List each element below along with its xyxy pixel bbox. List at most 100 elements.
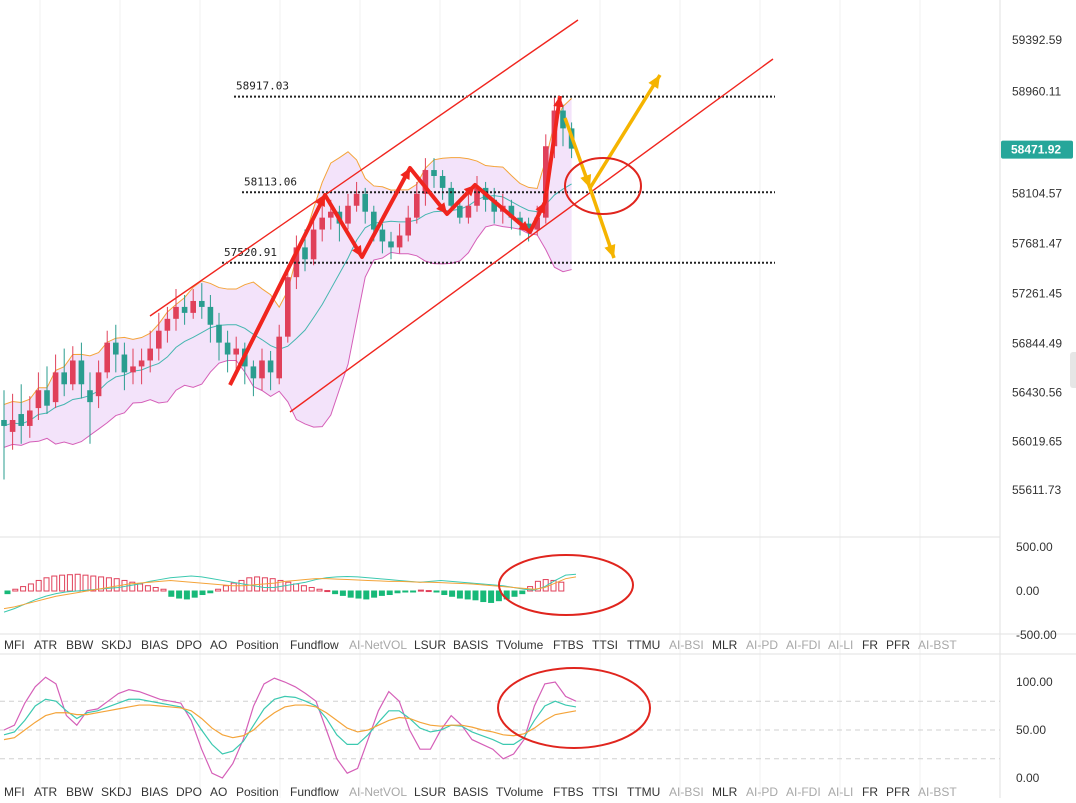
candle-body: [491, 199, 497, 212]
indicator-tab-pfr[interactable]: PFR: [886, 785, 910, 799]
histogram-bar: [293, 583, 300, 592]
histogram-bar: [51, 575, 58, 592]
forecast-arrow-head: [648, 75, 660, 89]
histogram-bar: [425, 590, 432, 593]
indicator-tab-ai-pd[interactable]: AI-PD: [746, 785, 778, 799]
candle-body: [276, 336, 282, 379]
candle-body: [156, 330, 162, 349]
indicator-tab-ai-netvol[interactable]: AI-NetVOL: [349, 785, 407, 799]
oscillator-1-y-axis: 500.00 0.00 -500.00: [1016, 540, 1057, 642]
indicator-tab-ao[interactable]: AO: [210, 785, 227, 799]
indicator-tab-mfi[interactable]: MFI: [4, 638, 25, 652]
candle-body: [147, 348, 153, 361]
indicator-tab-ttmu[interactable]: TTMU: [627, 785, 660, 799]
indicator-tab-ai-netvol[interactable]: AI-NetVOL: [349, 638, 407, 652]
histogram-bar: [316, 588, 323, 592]
histogram-bar: [137, 583, 144, 592]
indicator-tab-ai-li[interactable]: AI-LI: [828, 638, 853, 652]
indicator-tab-ai-bsi[interactable]: AI-BSI: [669, 638, 704, 652]
indicator-tab-ai-bsi[interactable]: AI-BSI: [669, 785, 704, 799]
indicator-tab-tvolume[interactable]: TVolume: [496, 785, 544, 799]
indicator-tab-ai-li[interactable]: AI-LI: [828, 785, 853, 799]
indicator-tab-bbw[interactable]: BBW: [66, 638, 94, 652]
candle-body: [448, 187, 454, 206]
candle-body: [181, 306, 188, 313]
y-tick-label: 100.00: [1016, 675, 1053, 689]
candle-body: [362, 193, 368, 212]
candle-body: [379, 229, 386, 242]
indicator-tab-mlr[interactable]: MLR: [712, 785, 738, 799]
indicator-tab-bias[interactable]: BIAS: [141, 785, 168, 799]
indicator-tab-mlr[interactable]: MLR: [712, 638, 738, 652]
candle-body: [319, 217, 325, 230]
indicator-tab-position[interactable]: Position: [236, 638, 279, 652]
indicator-tab-pfr[interactable]: PFR: [886, 638, 910, 652]
indicator-tab-fundflow[interactable]: Fundflow: [290, 785, 339, 799]
oscillator-2-line: [3, 695, 577, 755]
indicator-tab-bbw[interactable]: BBW: [66, 785, 94, 799]
indicator-tab-position[interactable]: Position: [236, 785, 279, 799]
indicator-tab-skdj[interactable]: SKDJ: [101, 785, 132, 799]
indicator-tab-ttmu[interactable]: TTMU: [627, 638, 660, 652]
indicator-tab-dpo[interactable]: DPO: [176, 785, 202, 799]
main-y-axis: 59392.59 58960.11 58104.57 57681.47 57261.45…: [1012, 33, 1062, 497]
histogram-bar: [269, 578, 276, 592]
candle-body: [164, 318, 171, 331]
indicator-tab-fr[interactable]: FR: [862, 638, 878, 652]
oscillator-panel-2: [0, 667, 1000, 779]
candle-body: [18, 414, 24, 426]
candle-body: [508, 205, 515, 218]
panel-resize-handle[interactable]: [1070, 352, 1076, 388]
price-tag-bg: [1001, 140, 1073, 159]
indicator-tab-ai-bst[interactable]: AI-BST: [918, 638, 957, 652]
histogram-bar: [394, 590, 401, 594]
indicator-tab-lsur[interactable]: LSUR: [414, 785, 446, 799]
main-price-panel: 58917.03 58113.06 57520.91: [1, 19, 775, 480]
histogram-bar: [339, 590, 346, 596]
zigzag-arrow-head: [518, 221, 530, 232]
highlight-circle-osc2: [497, 667, 651, 749]
histogram-bar: [308, 586, 315, 592]
histogram-bar: [43, 577, 50, 592]
histogram-bar: [495, 590, 502, 602]
indicator-tab-bias[interactable]: BIAS: [141, 638, 168, 652]
indicator-tabs-bottom: MFI ATR BBW SKDJ BIAS DPO AO Position Fundflow AI…: [4, 785, 957, 799]
band-lower-line: [3, 224, 572, 448]
indicator-tab-ttsi[interactable]: TTSI: [592, 785, 618, 799]
histogram-bar: [152, 586, 159, 592]
indicator-tab-skdj[interactable]: SKDJ: [101, 638, 132, 652]
histogram-bar: [27, 583, 34, 592]
band-fill: [4, 98, 572, 448]
candle-body: [405, 217, 411, 236]
indicator-tab-ai-pd[interactable]: AI-PD: [746, 638, 778, 652]
y-tick-label: 500.00: [1016, 540, 1053, 554]
indicator-tab-basis[interactable]: BASIS: [453, 638, 488, 652]
indicator-tab-atr[interactable]: ATR: [34, 638, 57, 652]
indicator-tab-ai-bst[interactable]: AI-BST: [918, 785, 957, 799]
indicator-tab-fr[interactable]: FR: [862, 785, 878, 799]
indicator-tab-tvolume[interactable]: TVolume: [496, 638, 544, 652]
histogram-bar: [74, 573, 81, 592]
indicator-tab-lsur[interactable]: LSUR: [414, 638, 446, 652]
indicator-tab-ftbs[interactable]: FTBS: [553, 638, 584, 652]
indicator-tab-atr[interactable]: ATR: [34, 785, 57, 799]
histogram-bar: [534, 580, 541, 592]
channel-upper-line: [149, 19, 579, 317]
level-label: 57520.91: [224, 246, 277, 259]
indicator-tab-fundflow[interactable]: Fundflow: [290, 638, 339, 652]
indicator-tab-ai-fdi[interactable]: AI-FDI: [786, 785, 821, 799]
y-tick-label: 57681.47: [1012, 237, 1062, 251]
histogram-bar: [386, 590, 393, 596]
indicator-tab-ftbs[interactable]: FTBS: [553, 785, 584, 799]
indicator-tab-dpo[interactable]: DPO: [176, 638, 202, 652]
y-tick-label: 57261.45: [1012, 287, 1062, 301]
indicator-tab-ao[interactable]: AO: [210, 638, 227, 652]
indicator-tab-ttsi[interactable]: TTSI: [592, 638, 618, 652]
indicator-tab-ai-fdi[interactable]: AI-FDI: [786, 638, 821, 652]
histogram-bar: [332, 590, 339, 595]
indicator-tab-basis[interactable]: BASIS: [453, 785, 488, 799]
histogram-bar: [35, 579, 42, 592]
indicator-tab-mfi[interactable]: MFI: [4, 785, 25, 799]
histogram-bar: [410, 590, 417, 593]
